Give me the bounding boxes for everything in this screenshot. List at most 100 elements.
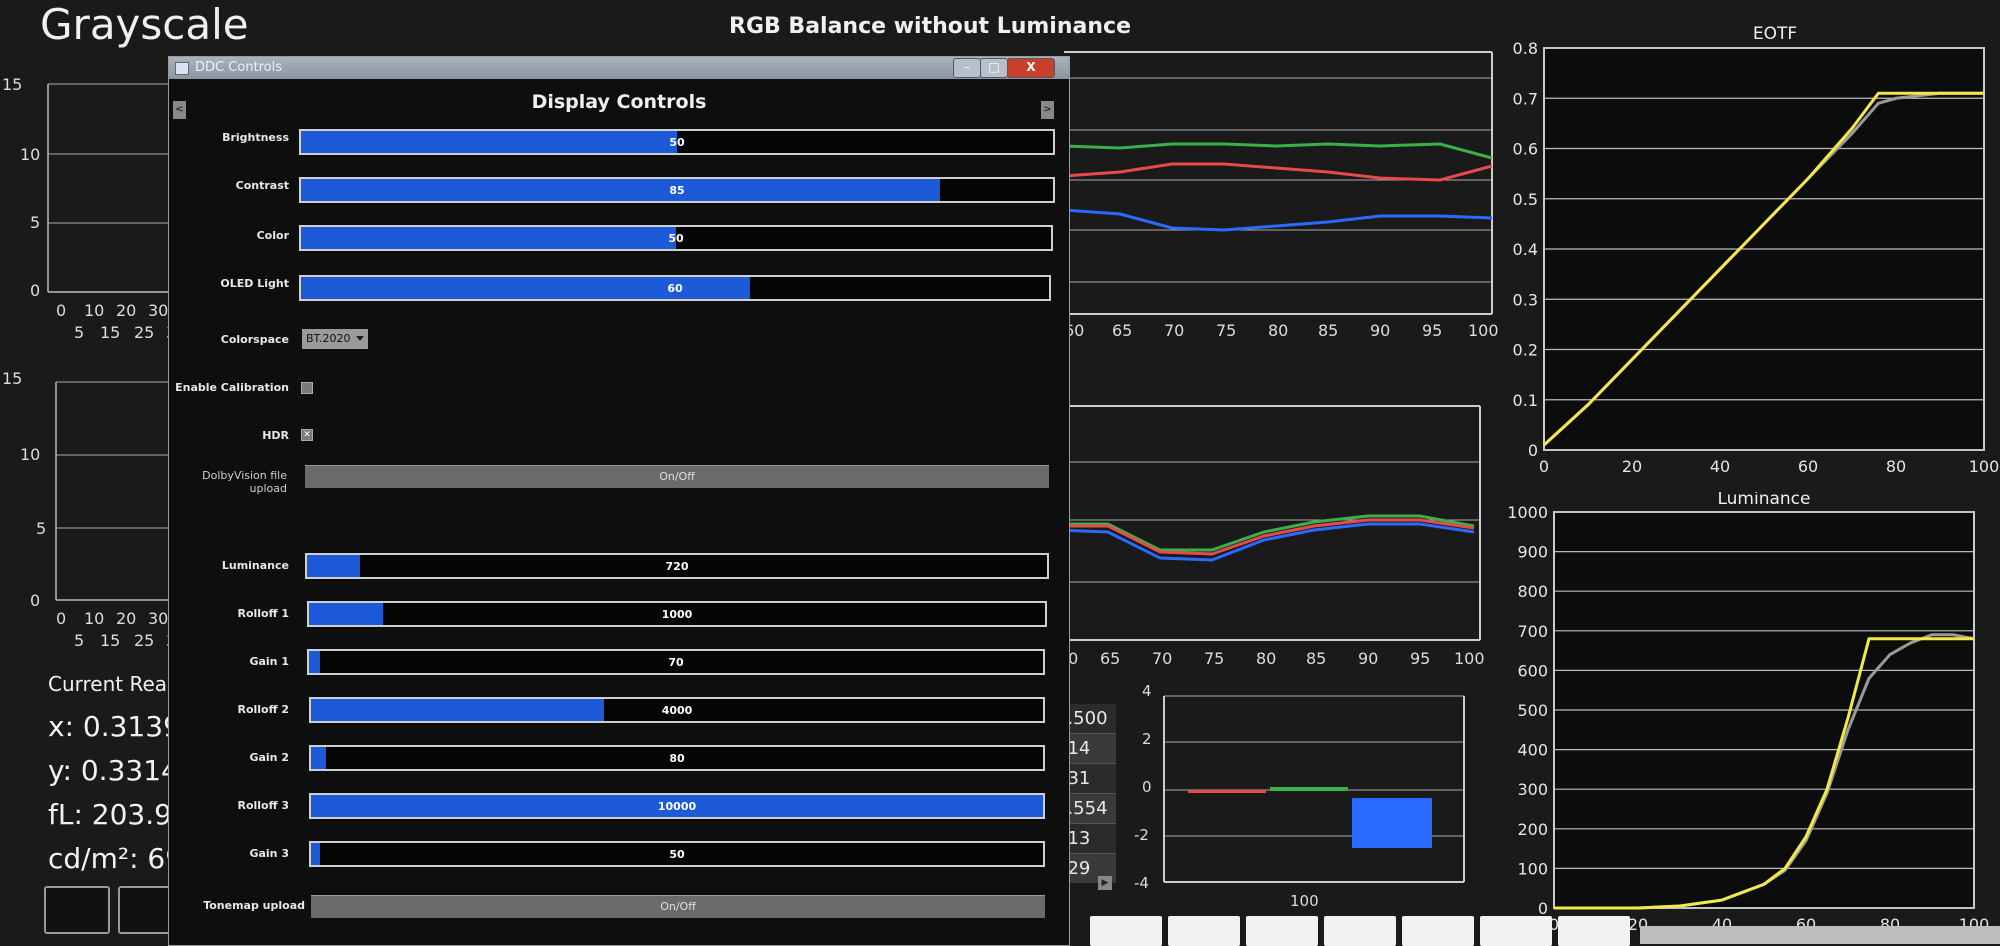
ddc-controls-window[interactable]: DDC Controls – □ X < > Display Controls … [168, 56, 1070, 946]
y-tick-label: 1000 [1507, 503, 1548, 522]
bottom-button[interactable] [1168, 916, 1240, 946]
page-title: Grayscale [40, 0, 249, 49]
rolloff3-slider[interactable]: 10000 [309, 793, 1045, 819]
bottom-tile[interactable] [44, 886, 110, 934]
brightness-label: Brightness [222, 131, 289, 144]
green-delta-bar [1270, 787, 1348, 791]
slider-value: 85 [669, 184, 685, 197]
y-tick-label: 0.8 [1513, 39, 1538, 58]
gain2-label: Gain 2 [249, 751, 289, 764]
x-tick: 10 [84, 301, 104, 320]
dolbyvision-label: DolbyVision file upload [202, 469, 287, 495]
x-tick: 75 [1204, 649, 1224, 668]
y-tick-label: 600 [1517, 661, 1548, 680]
x-tick-label: 0 [1549, 915, 1559, 932]
y-tick: 15 [2, 75, 22, 94]
y-tick-label: 500 [1517, 701, 1548, 720]
luminance-slider[interactable]: 720 [305, 553, 1049, 579]
slider-fill [311, 747, 326, 769]
y-tick: 5 [30, 213, 40, 232]
y-tick-label: 0.2 [1513, 341, 1538, 360]
minimize-button[interactable]: – [953, 58, 981, 78]
rolloff1-slider[interactable]: 1000 [307, 601, 1047, 627]
bottom-button[interactable] [1558, 916, 1630, 946]
contrast-slider[interactable]: 85 [299, 177, 1055, 203]
enable-calibration-checkbox[interactable] [301, 382, 313, 394]
y-tick: 15 [2, 370, 22, 388]
series-line [1542, 91, 1984, 447]
y-tick-label: 0.5 [1513, 190, 1538, 209]
x-tick: 10 [84, 609, 104, 628]
x-tick: 30 [148, 301, 168, 320]
delta-plot: 4 2 0 -2 -4 100 [1134, 684, 1465, 910]
maximize-button[interactable]: □ [980, 58, 1008, 78]
bottom-button[interactable] [1324, 916, 1396, 946]
ddc-titlebar[interactable]: DDC Controls – □ X [169, 57, 1069, 79]
oled-light-slider[interactable]: 60 [299, 275, 1051, 301]
brightness-slider[interactable]: 50 [299, 129, 1055, 155]
x-tick: 5 [74, 631, 84, 650]
reading-y: y: 0.3314 [48, 754, 179, 787]
x-tick-label: 60 [1798, 457, 1818, 476]
y-tick-label: 0.3 [1513, 290, 1538, 309]
green-series-line [1056, 514, 1475, 552]
rolloff2-slider[interactable]: 4000 [309, 697, 1045, 723]
nav-right-button[interactable]: > [1041, 101, 1054, 119]
blue-delta-bar [1352, 798, 1432, 848]
bottom-button[interactable] [1480, 916, 1552, 946]
color-slider[interactable]: 50 [299, 225, 1053, 251]
nav-left-button[interactable]: < [173, 101, 186, 119]
y-tick: 2 [1142, 730, 1152, 748]
x-tick: 100 [1454, 649, 1485, 668]
y-tick: 0 [30, 281, 40, 300]
x-tick: 100 [1290, 892, 1319, 910]
green-series-line [1064, 142, 1493, 160]
bottom-button[interactable] [1402, 916, 1474, 946]
slider-value: 50 [668, 232, 684, 245]
blue-series-line [1056, 522, 1475, 562]
slider-value: 4000 [661, 704, 693, 717]
gain2-slider[interactable]: 80 [309, 745, 1045, 771]
y-tick-label: 0.1 [1513, 391, 1538, 410]
bottom-button[interactable] [1246, 916, 1318, 946]
display-controls-heading: Display Controls [531, 91, 707, 113]
x-tick: 70 [1164, 321, 1184, 340]
close-button[interactable]: X [1007, 58, 1055, 78]
slider-fill [301, 131, 677, 153]
tonemap-onoff-button[interactable]: On/Off [311, 895, 1045, 918]
toolbar-strip[interactable] [1640, 926, 2000, 944]
oled-light-label: OLED Light [220, 277, 289, 290]
tonemap-label: Tonemap upload [203, 899, 305, 912]
x-tick: 100 [1468, 321, 1499, 340]
x-tick: 95 [1422, 321, 1442, 340]
slider-fill [311, 795, 1043, 817]
series-line [1554, 637, 1974, 910]
left-top-plot: 15 10 5 0 0 10 20 30 5 15 25 3 [2, 75, 190, 342]
y-tick: 0 [1142, 778, 1152, 796]
dolbyvision-onoff-button[interactable]: On/Off [305, 465, 1049, 488]
x-tick-label: 20 [1622, 457, 1642, 476]
rolloff1-label: Rolloff 1 [237, 607, 289, 620]
x-tick: 65 [1100, 649, 1120, 668]
y-tick-label: 100 [1517, 859, 1548, 878]
red-series-line [1056, 518, 1475, 556]
colorspace-dropdown[interactable]: BT.2020 [302, 329, 368, 349]
eotf-chart: 0 0.1 0.2 0.3 0.4 0.5 0.6 0.7 0.8 0 20 40 60 80 100 [1513, 39, 2000, 476]
hdr-checkbox[interactable]: ✕ [301, 429, 313, 441]
bottom-button[interactable] [1090, 916, 1162, 946]
x-tick: 25 [134, 631, 154, 650]
y-tick-label: 0 [1538, 899, 1548, 918]
app-window-icon [175, 62, 189, 75]
blue-series-line [1064, 208, 1493, 232]
table-scroll-right[interactable]: ▶ [1098, 876, 1112, 890]
x-tick-label: 80 [1886, 457, 1906, 476]
x-tick: 15 [100, 631, 120, 650]
y-tick: 5 [36, 519, 46, 538]
gain1-slider[interactable]: 70 [307, 649, 1045, 675]
x-tick: 20 [116, 301, 136, 320]
colorspace-value: BT.2020 [306, 332, 351, 345]
gain3-slider[interactable]: 50 [309, 841, 1045, 867]
x-tick-label: 100 [1969, 457, 2000, 476]
rgb-balance-title: RGB Balance without Luminance [729, 14, 1131, 39]
